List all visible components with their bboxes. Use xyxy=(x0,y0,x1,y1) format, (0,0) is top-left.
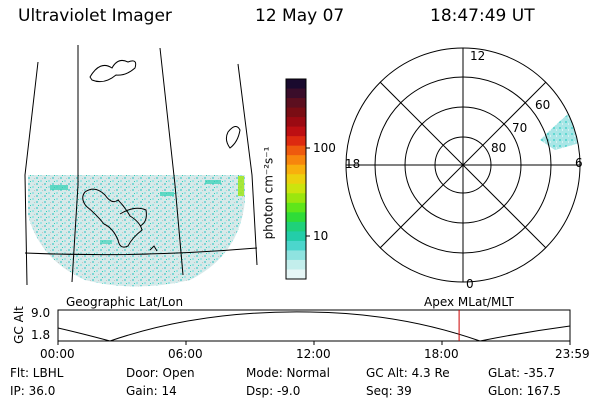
time-label: 18:47:49 UT xyxy=(430,6,535,26)
lat-label-60: 60 xyxy=(535,98,551,112)
geographic-caption: Geographic Lat/Lon xyxy=(66,295,184,309)
colorbar-segment xyxy=(286,145,306,156)
dsp-info: Dsp: -9.0 xyxy=(246,384,301,398)
colorbar-segment xyxy=(286,98,306,109)
gc-alt-info: GC Alt: 4.3 Re xyxy=(366,366,450,380)
geographic-grid xyxy=(24,45,258,286)
glat-info: GLat: -35.7 xyxy=(488,366,555,380)
colorbar-segment xyxy=(286,174,306,185)
orbit-plot xyxy=(57,309,571,345)
colorbar-segment xyxy=(286,155,306,166)
ip-info: IP: 36.0 xyxy=(10,384,56,398)
instrument-title: Ultraviolet Imager xyxy=(18,6,172,26)
orbit-xtick-0000: 00:00 xyxy=(40,347,75,361)
polar-image xyxy=(540,106,580,150)
colorbar-frame xyxy=(285,78,307,280)
glon-info: GLon: 167.5 xyxy=(488,384,561,398)
orbit-ytick-low: 1.8 xyxy=(31,328,51,342)
colorbar-label: photon cm⁻²s⁻¹ xyxy=(261,146,276,240)
colorbar-segment xyxy=(286,193,306,204)
mlt-label-12: 12 xyxy=(470,49,486,63)
colorbar-segment xyxy=(286,117,306,128)
lat-label-80: 80 xyxy=(491,141,507,155)
mlt-label-0: 0 xyxy=(466,277,474,291)
mlt-label-6: 6 xyxy=(575,156,583,170)
colorbar-segment xyxy=(286,126,306,137)
orbit-xtick-1200: 12:00 xyxy=(296,347,331,361)
colorbar-tick-label-100: 100 xyxy=(313,141,336,155)
door-info: Door: Open xyxy=(126,366,195,380)
apex-caption: Apex MLat/MLT xyxy=(424,295,514,309)
gain-info: Gain: 14 xyxy=(126,384,177,398)
mlt-label-18: 18 xyxy=(345,157,361,171)
orbit-xtick-0600: 06:00 xyxy=(168,347,203,361)
lat-label-70: 70 xyxy=(512,121,528,135)
orbit-xtick-1800: 18:00 xyxy=(424,347,459,361)
filter-info: Flt: LBHL xyxy=(10,366,64,380)
date-label: 12 May 07 xyxy=(255,6,345,26)
colorbar-segment xyxy=(286,250,306,261)
colorbar-segment xyxy=(286,221,306,232)
colorbar-segment xyxy=(286,136,306,147)
mode-info: Mode: Normal xyxy=(246,366,330,380)
orbit-ytick-high: 9.0 xyxy=(31,306,51,320)
seq-info: Seq: 39 xyxy=(366,384,412,398)
orbit-xtick-2359: 23:59 xyxy=(555,347,590,361)
colorbar-segment xyxy=(286,107,306,118)
geographic-image xyxy=(28,175,245,287)
colorbar-segment xyxy=(286,231,306,242)
colorbar-segment xyxy=(286,164,306,175)
colorbar-segment xyxy=(286,269,306,280)
colorbar-segment xyxy=(286,88,306,99)
colorbar-segment xyxy=(286,212,306,223)
colorbar-segment xyxy=(286,183,306,194)
polar-grid xyxy=(345,47,581,283)
colorbar-segment xyxy=(286,259,306,270)
colorbar-segment xyxy=(286,79,306,90)
colorbar-segment xyxy=(286,202,306,213)
orbit-ylabel: GC Alt xyxy=(11,306,26,344)
colorbar xyxy=(286,79,306,280)
colorbar-tick-label-10: 10 xyxy=(313,229,329,243)
colorbar-segment xyxy=(286,240,306,251)
